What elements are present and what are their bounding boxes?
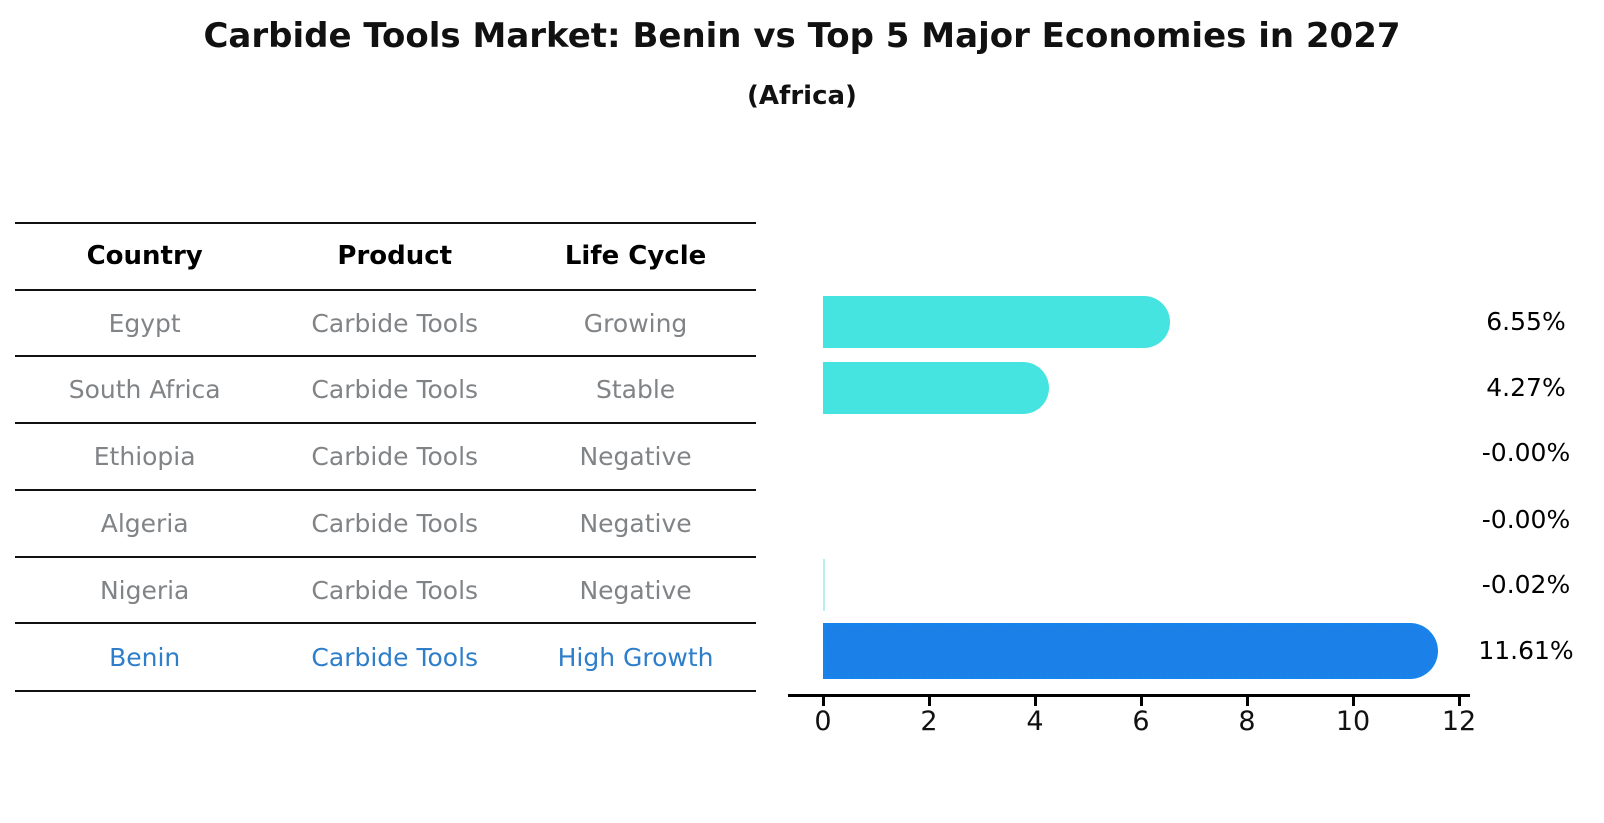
table-row-egypt: Egypt Carbide Tools Growing	[15, 291, 756, 355]
table-row-benin: Benin Carbide Tools High Growth	[15, 624, 756, 690]
table-header-lifecycle: Life Cycle	[564, 240, 707, 271]
x-tick-label-2: 2	[920, 706, 938, 737]
value-label-benin: 11.61%	[1478, 636, 1574, 665]
x-tick-label-0: 0	[814, 706, 832, 737]
table-header-country: Country	[86, 240, 203, 271]
cell-life-cycle: Growing	[583, 308, 688, 338]
x-tick-label-10: 10	[1335, 706, 1371, 737]
cell-life-cycle: Negative	[579, 575, 692, 605]
cell-product: Carbide Tools	[311, 642, 479, 672]
x-tick-10	[1352, 697, 1355, 706]
x-tick-label-12: 12	[1441, 706, 1477, 737]
bar-nigeria	[823, 559, 825, 611]
table-separator-line-4	[15, 489, 756, 491]
table-separator-line-5	[15, 556, 756, 558]
x-tick-12	[1458, 697, 1461, 706]
cell-country: Egypt	[108, 308, 181, 338]
cell-product: Carbide Tools	[311, 308, 479, 338]
value-label-ethiopia: -0.00%	[1481, 438, 1571, 467]
table-separator-line-2	[15, 355, 756, 357]
x-tick-2	[928, 697, 931, 706]
table-row-nigeria: Nigeria Carbide Tools Negative	[15, 558, 756, 622]
x-tick-6	[1140, 697, 1143, 706]
cell-life-cycle: Negative	[579, 509, 692, 538]
x-axis-line	[788, 694, 1470, 697]
cell-country: Ethiopia	[93, 442, 196, 471]
bar-benin	[823, 623, 1438, 679]
cell-product: Carbide Tools	[311, 442, 479, 471]
value-label-south-africa: 4.27%	[1486, 373, 1566, 402]
x-tick-4	[1034, 697, 1037, 706]
table-separator-line-6	[15, 622, 756, 624]
x-tick-0	[822, 697, 825, 706]
x-tick-label-8: 8	[1238, 706, 1256, 737]
table-row-algeria: Algeria Carbide Tools Negative	[15, 491, 756, 556]
cell-product: Carbide Tools	[311, 509, 479, 538]
cell-product: Carbide Tools	[311, 375, 479, 404]
table-header-product: Product	[337, 240, 453, 271]
table-separator-line-7	[15, 690, 756, 692]
table-row-south-africa: South Africa Carbide Tools Stable	[15, 357, 756, 422]
cell-country: South Africa	[68, 375, 221, 404]
table-header-row: Country Product Life Cycle	[15, 224, 756, 287]
table-separator-line-1	[15, 289, 756, 291]
table-row-ethiopia: Ethiopia Carbide Tools Negative	[15, 424, 756, 489]
cell-country: Benin	[109, 642, 181, 672]
cell-life-cycle: Negative	[579, 442, 692, 471]
chart-title: Carbide Tools Market: Benin vs Top 5 Maj…	[203, 16, 1401, 56]
x-tick-8	[1246, 697, 1249, 706]
cell-product: Carbide Tools	[311, 575, 479, 605]
cell-life-cycle: Stable	[595, 375, 676, 404]
value-label-egypt: 6.55%	[1486, 307, 1566, 336]
bar-egypt	[823, 296, 1170, 348]
x-tick-label-6: 6	[1132, 706, 1150, 737]
cell-country: Algeria	[100, 509, 189, 538]
cell-life-cycle: High Growth	[557, 642, 714, 672]
bar-south-africa	[823, 362, 1049, 414]
chart-subtitle: (Africa)	[747, 81, 857, 111]
value-label-nigeria: -0.02%	[1481, 570, 1571, 599]
table-separator-line-3	[15, 422, 756, 424]
cell-country: Nigeria	[99, 575, 190, 605]
table-separator-line-0	[15, 222, 756, 224]
value-label-algeria: -0.00%	[1481, 505, 1571, 534]
x-tick-label-4: 4	[1026, 706, 1044, 737]
